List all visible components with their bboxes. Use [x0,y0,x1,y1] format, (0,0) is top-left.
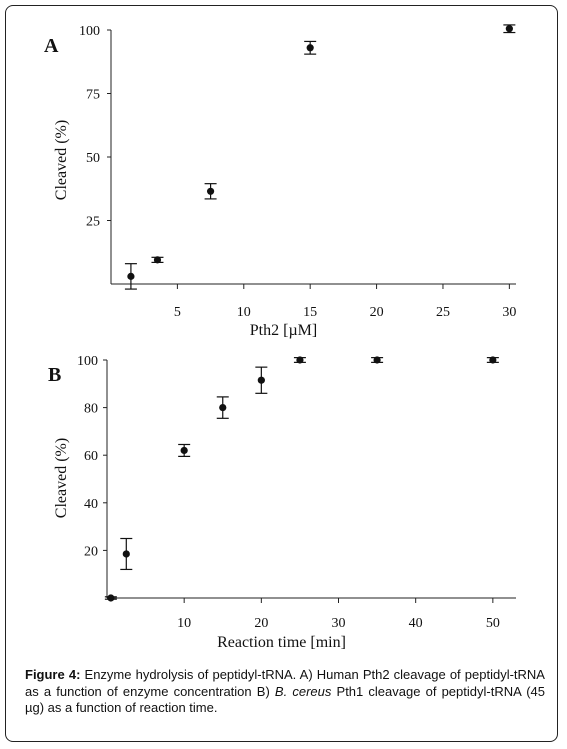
data-point-6 [293,356,306,364]
data-marker [180,446,188,455]
data-point-3 [204,183,217,200]
x-tick-label: 10 [177,616,191,631]
data-point-3 [178,443,191,457]
caption-text-1: Enzyme hydrolysis of peptidyl-tRNA. A) H… [25,667,545,699]
y-tick-label: 80 [84,402,98,417]
x-tick-label: 25 [436,305,450,320]
data-marker [373,356,381,364]
data-marker [489,356,497,364]
y-tick-label: 20 [84,544,98,559]
data-point-5 [503,24,516,34]
data-marker [296,356,304,364]
y-tick-label: 50 [86,151,100,166]
caption-italic-species: B. cereus [274,683,332,699]
data-point-2 [151,256,164,264]
x-tick-label: 5 [174,305,181,320]
data-marker [505,25,513,33]
data-marker [127,272,135,280]
data-point-2 [120,537,133,571]
data-marker [107,594,115,602]
data-marker [219,404,227,412]
y-axis-label: Cleaved (%) [53,438,70,518]
x-tick-label: 15 [303,305,317,320]
data-point-1 [124,263,137,290]
data-marker [306,44,314,52]
x-tick-label: 40 [409,616,423,631]
y-tick-label: 60 [84,449,98,464]
data-point-5 [255,366,268,394]
chart-panel-a: A 5 10 15 20 25 30 25 50 75 100 Pth2 [µM] Cleaved (%… [44,24,516,339]
y-tick-label: 100 [79,24,100,39]
data-point-4 [216,396,229,419]
y-tick-label: 25 [86,215,100,230]
x-tick-label: 30 [502,305,516,320]
chart-panel-b: B 10 20 30 40 50 20 40 60 80 100 Reaction time [min… [48,354,516,651]
data-marker [122,550,130,558]
x-tick-label: 20 [254,616,268,631]
y-tick-label: 75 [86,88,100,103]
data-marker [257,376,265,384]
y-tick-label: 100 [77,354,98,369]
data-point-4 [304,40,317,55]
figure-frame [5,5,558,742]
data-point-8 [486,356,499,364]
y-axis-label: Cleaved (%) [53,120,70,200]
caption-text-2: Pth1 cleavage of peptidyl-tRNA (45 µg) a… [25,683,545,716]
panel-label: B [48,364,61,386]
x-axis-label: Pth2 [µM] [250,322,317,339]
data-point-1 [104,594,117,602]
x-tick-label: 30 [332,616,346,631]
x-tick-label: 50 [486,616,500,631]
panel-label: A [44,35,59,57]
caption-figure-label: Figure 4: [25,667,81,682]
x-tick-label: 20 [370,305,384,320]
data-marker [153,256,162,264]
x-tick-label: 10 [237,305,251,320]
data-point-7 [371,356,384,364]
data-marker [206,187,215,195]
figure-caption: Figure 4: Enzyme hydrolysis of peptidyl-… [25,667,545,717]
x-axis-label: Reaction time [min] [217,634,346,651]
y-tick-label: 40 [84,497,98,512]
